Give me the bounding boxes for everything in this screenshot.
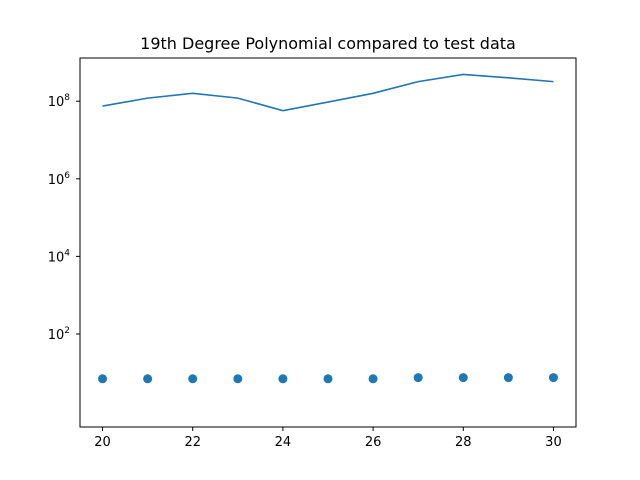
test-data-point [188, 374, 198, 384]
test-data-point [143, 374, 153, 384]
y-tick-label: 104 [48, 248, 71, 265]
test-data-point [458, 373, 468, 383]
test-data-point [98, 374, 108, 384]
x-tick-label: 26 [365, 435, 382, 450]
x-tick-label: 20 [94, 435, 111, 450]
y-tick-label: 108 [48, 93, 71, 110]
x-axis: 20 22 24 26 28 30 [94, 427, 562, 450]
test-data-point [503, 373, 513, 383]
x-tick-label: 28 [455, 435, 472, 450]
x-tick-label: 22 [184, 435, 201, 450]
test-data-point [368, 374, 378, 384]
plot-area: 20 22 24 26 28 30 102 104 106 108 [48, 57, 577, 450]
polynomial-line [102, 73, 554, 112]
test-data-point [233, 374, 243, 384]
axes-frame [79, 57, 577, 428]
y-tick-label: 106 [48, 171, 71, 188]
x-tick-label: 30 [545, 435, 562, 450]
test-data-point [278, 374, 288, 384]
test-data-point [323, 374, 333, 384]
series-group [98, 73, 558, 384]
x-tick-label: 24 [275, 435, 292, 450]
test-data-point [548, 373, 558, 383]
y-tick-label: 102 [48, 326, 70, 343]
chart-title: 19th Degree Polynomial compared to test … [140, 34, 516, 53]
test-data-point [413, 373, 423, 383]
y-axis: 102 104 106 108 [48, 93, 80, 343]
